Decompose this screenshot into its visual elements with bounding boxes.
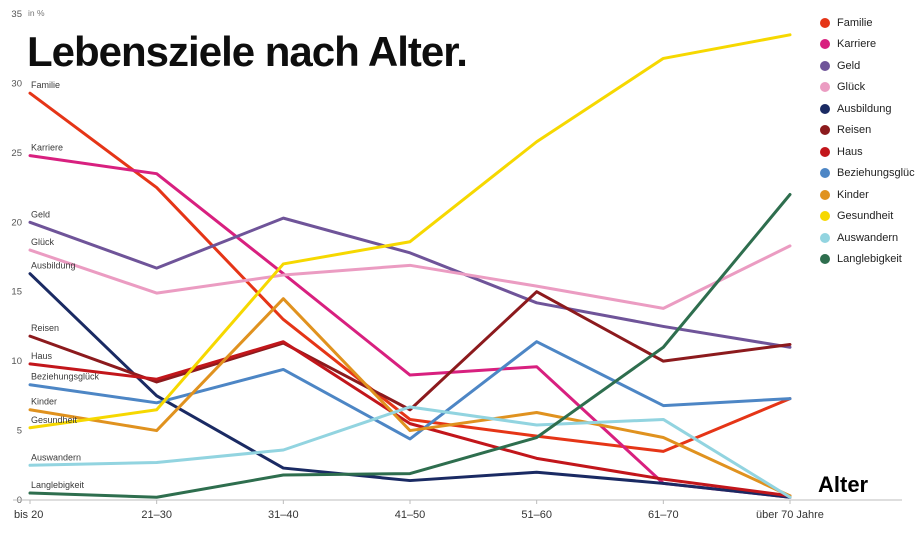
y-tick-label: 20 [11,217,22,228]
legend-dot [820,39,830,50]
x-tick-label: 51–60 [521,509,552,521]
series-start-label-Geld: Geld [31,209,50,219]
x-tick-label: bis 20 [14,509,43,521]
legend-dot [820,232,830,243]
y-tick-label: 15 [11,287,22,298]
legend-item-Haus: Haus [820,141,915,163]
legend-label: Familie [837,16,873,29]
series-start-label-Haus: Haus [31,351,53,361]
legend-item-Geld: Geld [820,55,915,77]
series-line-Geld [28,216,792,349]
series-line-Gesundheit [28,33,792,430]
legend-dot [820,146,830,157]
x-tick-label: 21–30 [141,509,172,521]
x-axis-title: Alter [818,472,869,497]
legend-label: Geld [837,59,861,72]
series-start-label-Ausbildung: Ausbildung [31,261,76,271]
series-line-Haus [28,340,792,498]
legend-label: Reisen [837,124,872,137]
legend-item-Glück: Glück [820,77,915,99]
x-tick-label: 31–40 [268,509,299,521]
series-line-Auswandern [28,405,792,499]
legend-item-Beziehungsglück: Beziehungsglück [820,163,915,185]
legend: Familie Karriere Geld Glück Ausbildung Reisen… [820,12,915,270]
chart-title: Lebensziele nach Alter. [27,28,468,75]
series-start-label-Karriere: Karriere [31,143,63,153]
series-start-label-Kinder: Kinder [31,397,57,407]
legend-item-Ausbildung: Ausbildung [820,98,915,120]
x-tick-label: über 70 Jahre [756,509,824,521]
legend-item-Familie: Familie [820,12,915,34]
legend-dot [820,103,830,114]
x-tick-label: 61–70 [648,509,679,521]
legend-label: Auswandern [837,231,899,244]
y-tick-label: 25 [11,148,22,159]
y-tick-label: 5 [17,426,22,437]
legend-item-Kinder: Kinder [820,184,915,206]
y-tick-label: 35 [11,9,22,20]
series-line-Kinder [28,297,792,498]
series-start-label-Beziehungsglück: Beziehungsglück [31,372,100,382]
series-line-Langlebigkeit [28,193,792,499]
y-tick-label: 30 [11,78,22,89]
series-start-label-Reisen: Reisen [31,323,59,333]
legend-label: Kinder [837,188,869,201]
legend-label: Beziehungsglück [837,167,915,180]
x-tick-label: 41–50 [395,509,426,521]
series-start-label-Auswandern: Auswandern [31,452,81,462]
legend-item-Reisen: Reisen [820,120,915,142]
legend-label: Haus [837,145,863,158]
series-start-label-Familie: Familie [31,80,60,90]
series-start-label-Langlebigkeit: Langlebigkeit [31,480,85,490]
legend-dot [820,82,830,93]
series-line-Beziehungsglück [28,340,792,441]
series-start-label-Glück: Glück [31,237,55,247]
legend-item-Karriere: Karriere [820,34,915,56]
series-line-Reisen [28,290,792,412]
legend-label: Karriere [837,38,877,51]
legend-dot [820,168,830,179]
legend-dot [820,60,830,71]
legend-dot [820,125,830,136]
legend-dot [820,211,830,222]
legend-label: Gesundheit [837,210,894,223]
y-tick-label: 10 [11,356,22,367]
legend-label: Langlebigkeit [837,253,902,266]
legend-label: Glück [837,81,866,94]
y-axis-unit-label: in % [28,8,45,18]
series-line-Familie [28,91,792,453]
legend-dot [820,189,830,200]
series-start-label-Gesundheit: Gesundheit [31,415,78,425]
series-line-Ausbildung [28,272,792,499]
legend-item-Langlebigkeit: Langlebigkeit [820,249,915,271]
legend-dot [820,254,830,265]
legend-item-Gesundheit: Gesundheit [820,206,915,228]
legend-label: Ausbildung [837,102,892,115]
series-line-Glück [28,244,792,310]
legend-dot [820,17,830,28]
legend-item-Auswandern: Auswandern [820,227,915,249]
